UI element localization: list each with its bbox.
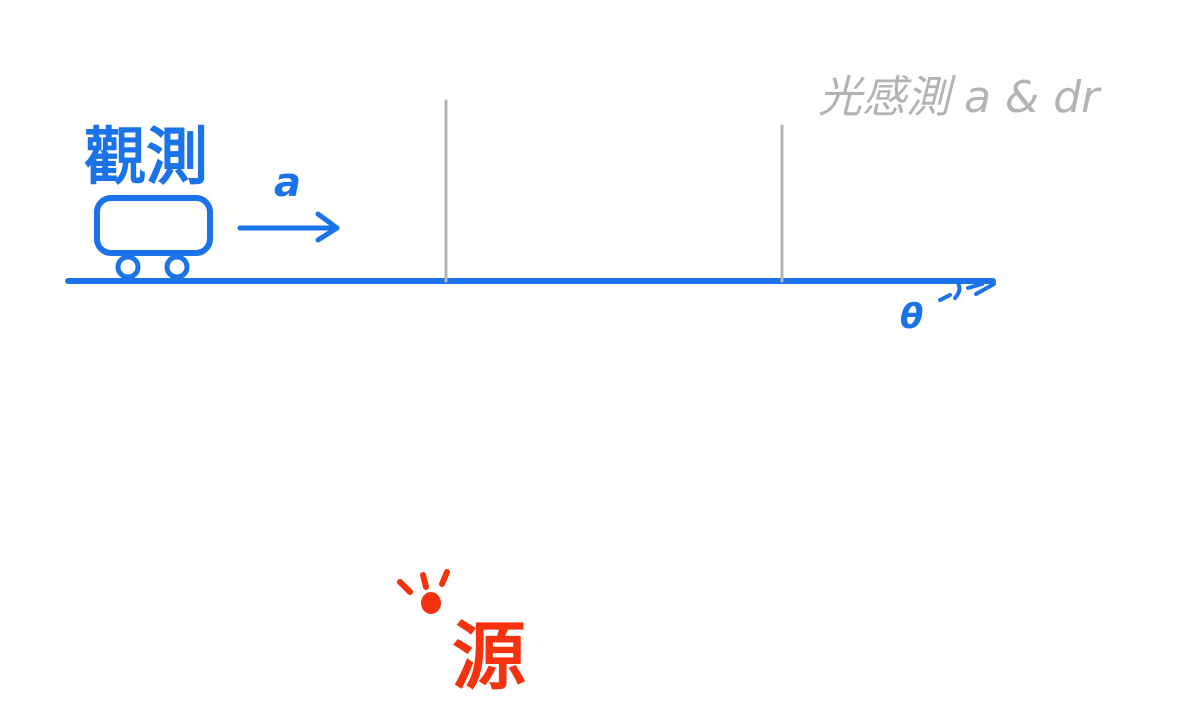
cart-wheel-right — [164, 254, 190, 280]
angle-label: θ — [900, 297, 923, 337]
cart-body — [94, 195, 213, 256]
observer-label: 觀測 — [84, 120, 208, 193]
arrow-right-icon — [237, 211, 340, 243]
acceleration-label: a — [274, 160, 301, 206]
source-dot — [421, 592, 441, 614]
light-burst-icon — [397, 569, 450, 614]
sensor-note: 光感測 a & dr — [818, 72, 1102, 123]
angle-marks — [938, 281, 996, 302]
cart-wheel-left — [115, 254, 141, 280]
cart-icon — [94, 195, 213, 280]
source-label: 源 — [452, 614, 526, 700]
